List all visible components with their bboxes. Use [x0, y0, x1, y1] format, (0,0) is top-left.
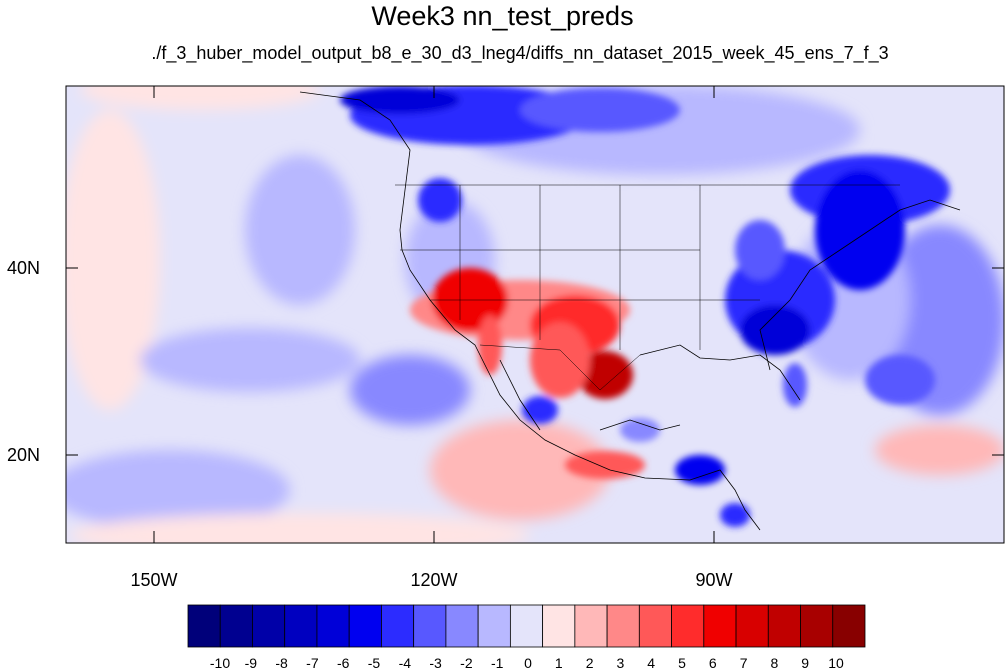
colorbar-tick-label: 7 — [739, 655, 748, 671]
colorbar-tick-label: 8 — [770, 655, 779, 671]
page-title: Week3 nn_test_preds — [371, 1, 634, 31]
lon-label-150w: 150W — [130, 570, 178, 590]
colorbar-swatch — [187, 604, 221, 648]
colorbar-tick-label: -1 — [490, 655, 504, 671]
colorbar-swatch — [767, 604, 801, 648]
colorbar-tick-label: -6 — [336, 655, 350, 671]
colorbar-swatch — [735, 604, 769, 648]
coastlines — [299, 91, 961, 531]
colorbar — [187, 604, 866, 648]
colorbar-swatch — [219, 604, 253, 648]
colorbar-tick-label: -9 — [244, 655, 258, 671]
colorbar-swatch — [542, 604, 576, 648]
colorbar-swatch — [606, 604, 640, 648]
colorbar-swatch — [638, 604, 672, 648]
colorbar-swatch — [671, 604, 705, 648]
colorbar-tick-label: -7 — [306, 655, 319, 671]
colorbar-tick-label: -8 — [275, 655, 288, 671]
map-field — [66, 86, 1004, 543]
colorbar-tick-label: 6 — [708, 655, 717, 671]
colorbar-swatch — [509, 604, 544, 648]
colorbar-swatch — [316, 604, 350, 648]
colorbar-tick-label: -2 — [460, 655, 473, 671]
colorbar-tick-label: 9 — [801, 655, 810, 671]
colorbar-tick-label: 0 — [524, 655, 532, 671]
colorbar-tick-label: 3 — [616, 655, 625, 671]
colorbar-tick-label: 1 — [554, 655, 563, 671]
colorbar-swatch — [381, 604, 415, 648]
colorbar-tick-label: 5 — [678, 655, 686, 671]
colorbar-tick-label: -3 — [429, 655, 442, 671]
state-borders — [395, 184, 900, 391]
lat-label-40n: 40N — [6, 258, 40, 278]
colorbar-tick-label: 2 — [585, 655, 594, 671]
lon-label-90w: 90W — [695, 570, 733, 590]
colorbar-swatch — [445, 604, 479, 648]
lon-label-120w: 120W — [410, 570, 458, 590]
colorbar-swatch — [413, 604, 447, 648]
colorbar-swatch — [832, 604, 866, 648]
colorbar-swatch — [252, 604, 286, 648]
colorbar-tick-label: 10 — [828, 655, 844, 671]
colorbar-swatch — [284, 604, 318, 648]
colorbar-tick-label: -10 — [209, 655, 231, 671]
colorbar-tick-label: -5 — [367, 655, 381, 671]
page-subtitle: ./f_3_huber_model_output_b8_e_30_d3_lneg… — [151, 43, 889, 63]
colorbar-swatch — [477, 604, 511, 648]
colorbar-swatch — [703, 604, 737, 648]
colorbar-tick-label: 4 — [647, 655, 656, 671]
colorbar-swatch — [348, 604, 382, 648]
colorbar-tick-label: -4 — [398, 655, 412, 671]
axis-ticks — [66, 86, 1004, 543]
lat-label-20n: 20N — [6, 445, 40, 465]
colorbar-swatch — [800, 604, 834, 648]
colorbar-swatch — [574, 604, 608, 648]
map-frame — [65, 85, 1005, 544]
